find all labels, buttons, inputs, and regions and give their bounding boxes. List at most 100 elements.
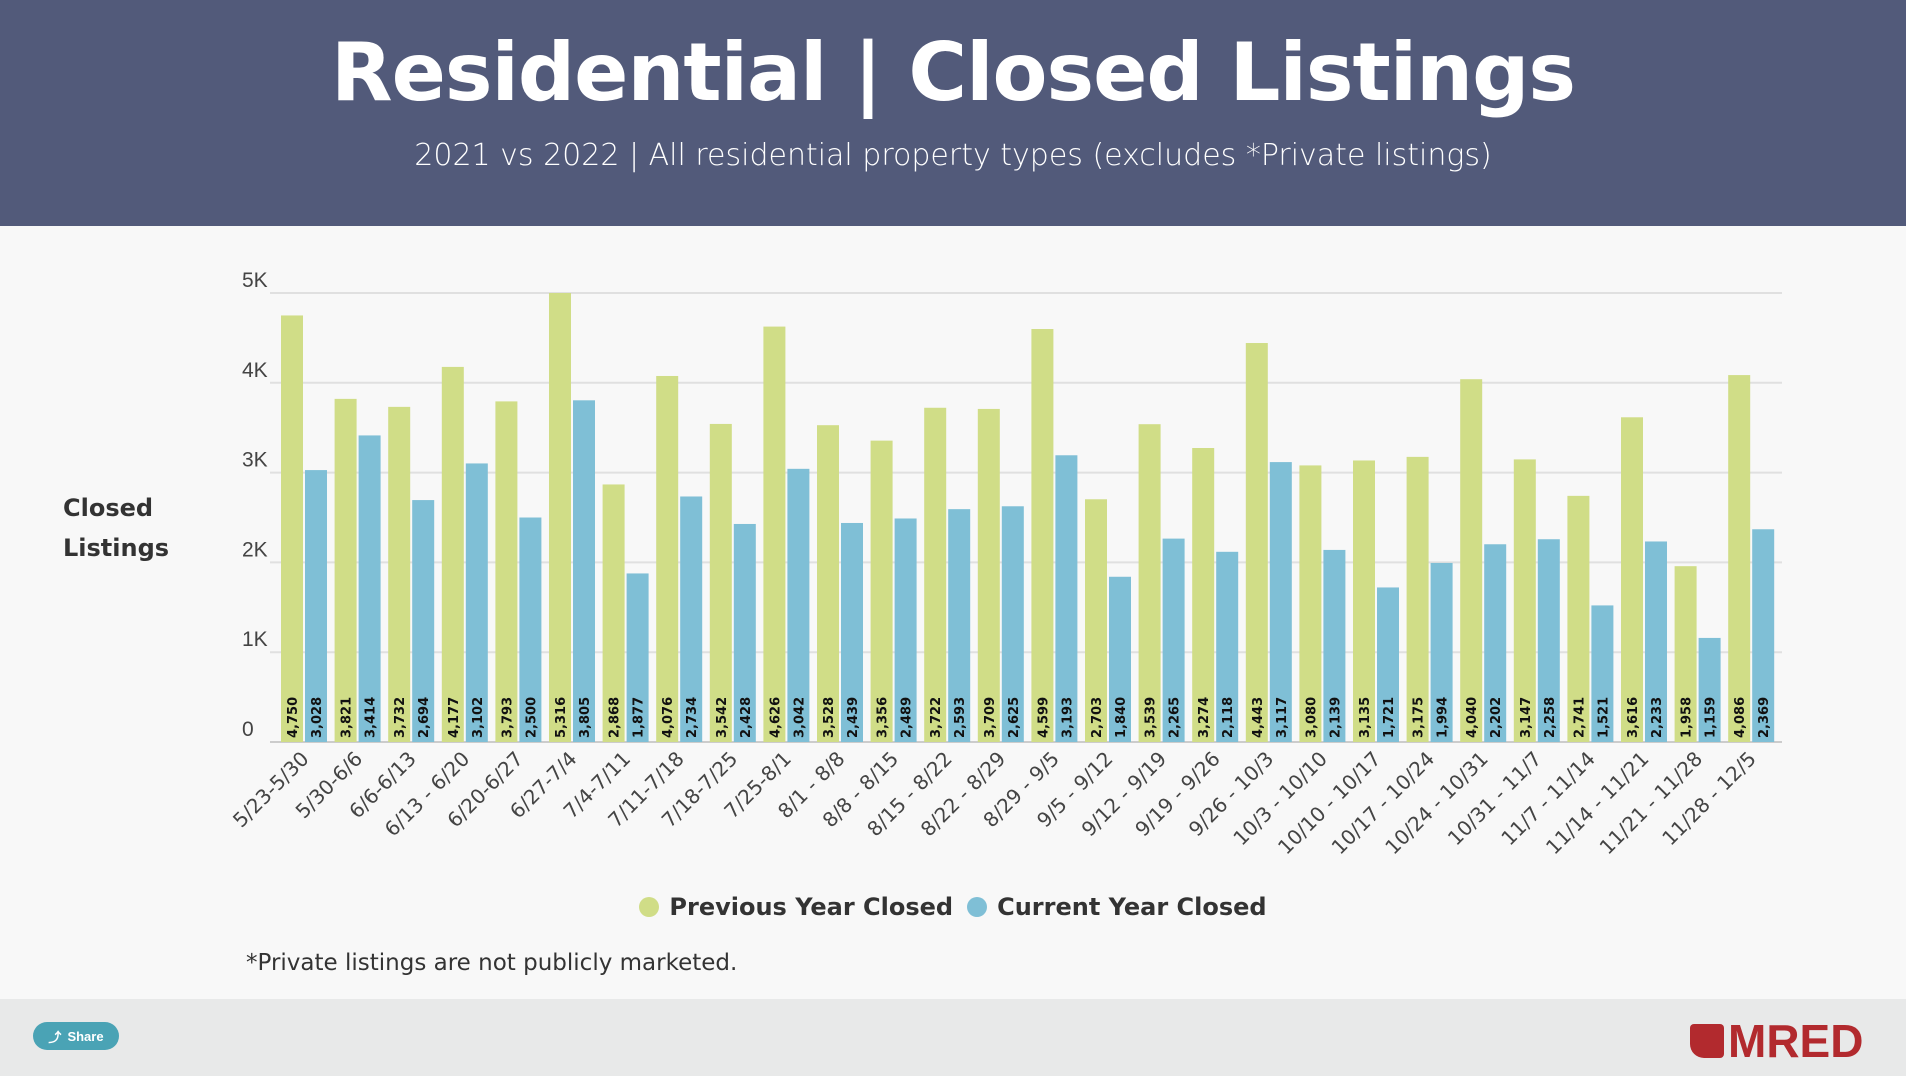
bar-current: [412, 500, 435, 742]
data-label: 2,202: [1489, 697, 1504, 738]
data-label: 4,086: [1733, 697, 1748, 738]
bar-current: [787, 468, 810, 742]
footer-bar: [0, 999, 1906, 1076]
y-axis-title-line: Listings: [63, 534, 170, 562]
bar-previous: [602, 484, 625, 742]
data-label: 4,599: [1036, 697, 1051, 738]
data-label: 3,616: [1626, 697, 1641, 738]
y-axis-title-line: Closed: [63, 494, 154, 522]
bar-current: [733, 523, 756, 742]
data-label: 1,958: [1680, 697, 1695, 738]
data-label: 2,500: [524, 697, 539, 738]
data-label: 4,040: [1465, 697, 1480, 738]
data-label: 4,626: [768, 697, 783, 738]
legend: Previous Year Closed Current Year Closed: [0, 893, 1906, 921]
data-label: 2,625: [1007, 697, 1022, 738]
bar-current: [1323, 549, 1346, 742]
bar-previous: [870, 440, 893, 742]
bar-previous: [1353, 460, 1375, 742]
bar-previous: [709, 423, 732, 742]
data-label: 2,428: [739, 697, 754, 738]
bar-previous: [1406, 456, 1429, 742]
bar-previous: [817, 425, 839, 742]
bar-previous: [977, 408, 1000, 742]
y-tick-label: 3K: [242, 449, 268, 472]
bar-current: [1645, 541, 1667, 742]
bar-current: [1484, 544, 1507, 742]
bar-current: [1162, 538, 1185, 742]
logo-mark-icon: [1690, 1024, 1724, 1058]
data-label: 3,793: [500, 697, 515, 738]
legend-dot-icon: [967, 897, 988, 917]
bar-current: [841, 522, 863, 742]
legend-item-previous[interactable]: Previous Year Closed: [639, 893, 953, 921]
data-label: 2,868: [608, 697, 623, 738]
bar-current: [1537, 539, 1560, 742]
data-label: 3,193: [1060, 697, 1075, 738]
data-label: 3,102: [471, 697, 486, 738]
x-tick-label: 5/23-5/30: [228, 747, 314, 833]
data-label: 3,117: [1275, 697, 1290, 738]
bar-previous: [1031, 329, 1054, 742]
data-label: 5,316: [554, 697, 569, 738]
data-label: 3,147: [1519, 697, 1534, 738]
share-label: Share: [67, 1028, 104, 1044]
data-label: 3,528: [822, 697, 837, 738]
bar-current: [1055, 455, 1078, 742]
bar-current: [1269, 462, 1292, 742]
bar-current: [573, 400, 595, 742]
bar-previous: [1513, 459, 1536, 742]
header-banner: Residential | Closed Listings 2021 vs 20…: [0, 0, 1906, 226]
bar-current: [305, 470, 327, 742]
share-button[interactable]: ⤴ Share: [33, 1022, 119, 1050]
data-label: 3,542: [715, 697, 730, 738]
bar-current: [626, 573, 649, 742]
data-label: 1,721: [1382, 697, 1397, 738]
footnote: *Private listings are not publicly marke…: [246, 950, 738, 976]
bar-previous: [334, 398, 357, 742]
legend-label: Previous Year Closed: [669, 893, 954, 921]
data-label: 3,414: [364, 697, 379, 738]
bar-previous: [1299, 465, 1322, 742]
data-label: 2,265: [1168, 697, 1183, 738]
bar-previous: [1460, 379, 1483, 742]
data-label: 3,080: [1304, 697, 1319, 738]
bar-previous: [656, 375, 679, 742]
data-label: 2,703: [1090, 697, 1105, 738]
data-label: 3,732: [393, 697, 408, 738]
bar-current: [465, 463, 488, 742]
bar-current: [1430, 562, 1453, 742]
bar-current: [680, 496, 703, 742]
bar-previous: [1567, 495, 1590, 742]
logo-text: MRED: [1728, 1015, 1864, 1067]
bar-current: [358, 435, 381, 742]
y-tick-label: 4K: [242, 359, 268, 382]
data-label: 3,175: [1412, 697, 1427, 738]
bar-current: [519, 517, 542, 742]
data-label: 3,539: [1144, 697, 1159, 738]
data-label: 4,177: [447, 697, 462, 738]
bar-current: [1591, 605, 1614, 742]
data-label: 2,258: [1543, 697, 1558, 738]
data-label: 3,356: [876, 697, 891, 738]
data-label: 3,028: [310, 697, 325, 738]
data-label: 1,877: [632, 697, 647, 738]
data-label: 2,118: [1221, 697, 1236, 738]
data-label: 3,821: [340, 697, 355, 738]
data-label: 2,734: [685, 697, 700, 738]
legend-item-current[interactable]: Current Year Closed: [967, 893, 1267, 921]
data-label: 2,593: [953, 697, 968, 738]
bar-chart: 0 1K 2K 3K 4K 5K 4,750 3,028 5/23-5/30 3,821 3,414…: [228, 269, 1782, 859]
share-icon: ⤴: [48, 1029, 62, 1045]
data-label: 2,233: [1650, 697, 1665, 738]
mred-logo: MRED: [1690, 1014, 1863, 1068]
data-label: 3,805: [578, 697, 593, 738]
y-tick-label: 1K: [242, 628, 268, 651]
bar-previous: [1728, 375, 1751, 742]
data-label: 2,694: [417, 697, 432, 738]
data-label: 2,489: [900, 697, 915, 738]
y-tick-label: 5K: [242, 269, 268, 292]
bar-previous: [1245, 343, 1268, 742]
bar-current: [894, 518, 917, 742]
bar-previous: [495, 401, 518, 742]
